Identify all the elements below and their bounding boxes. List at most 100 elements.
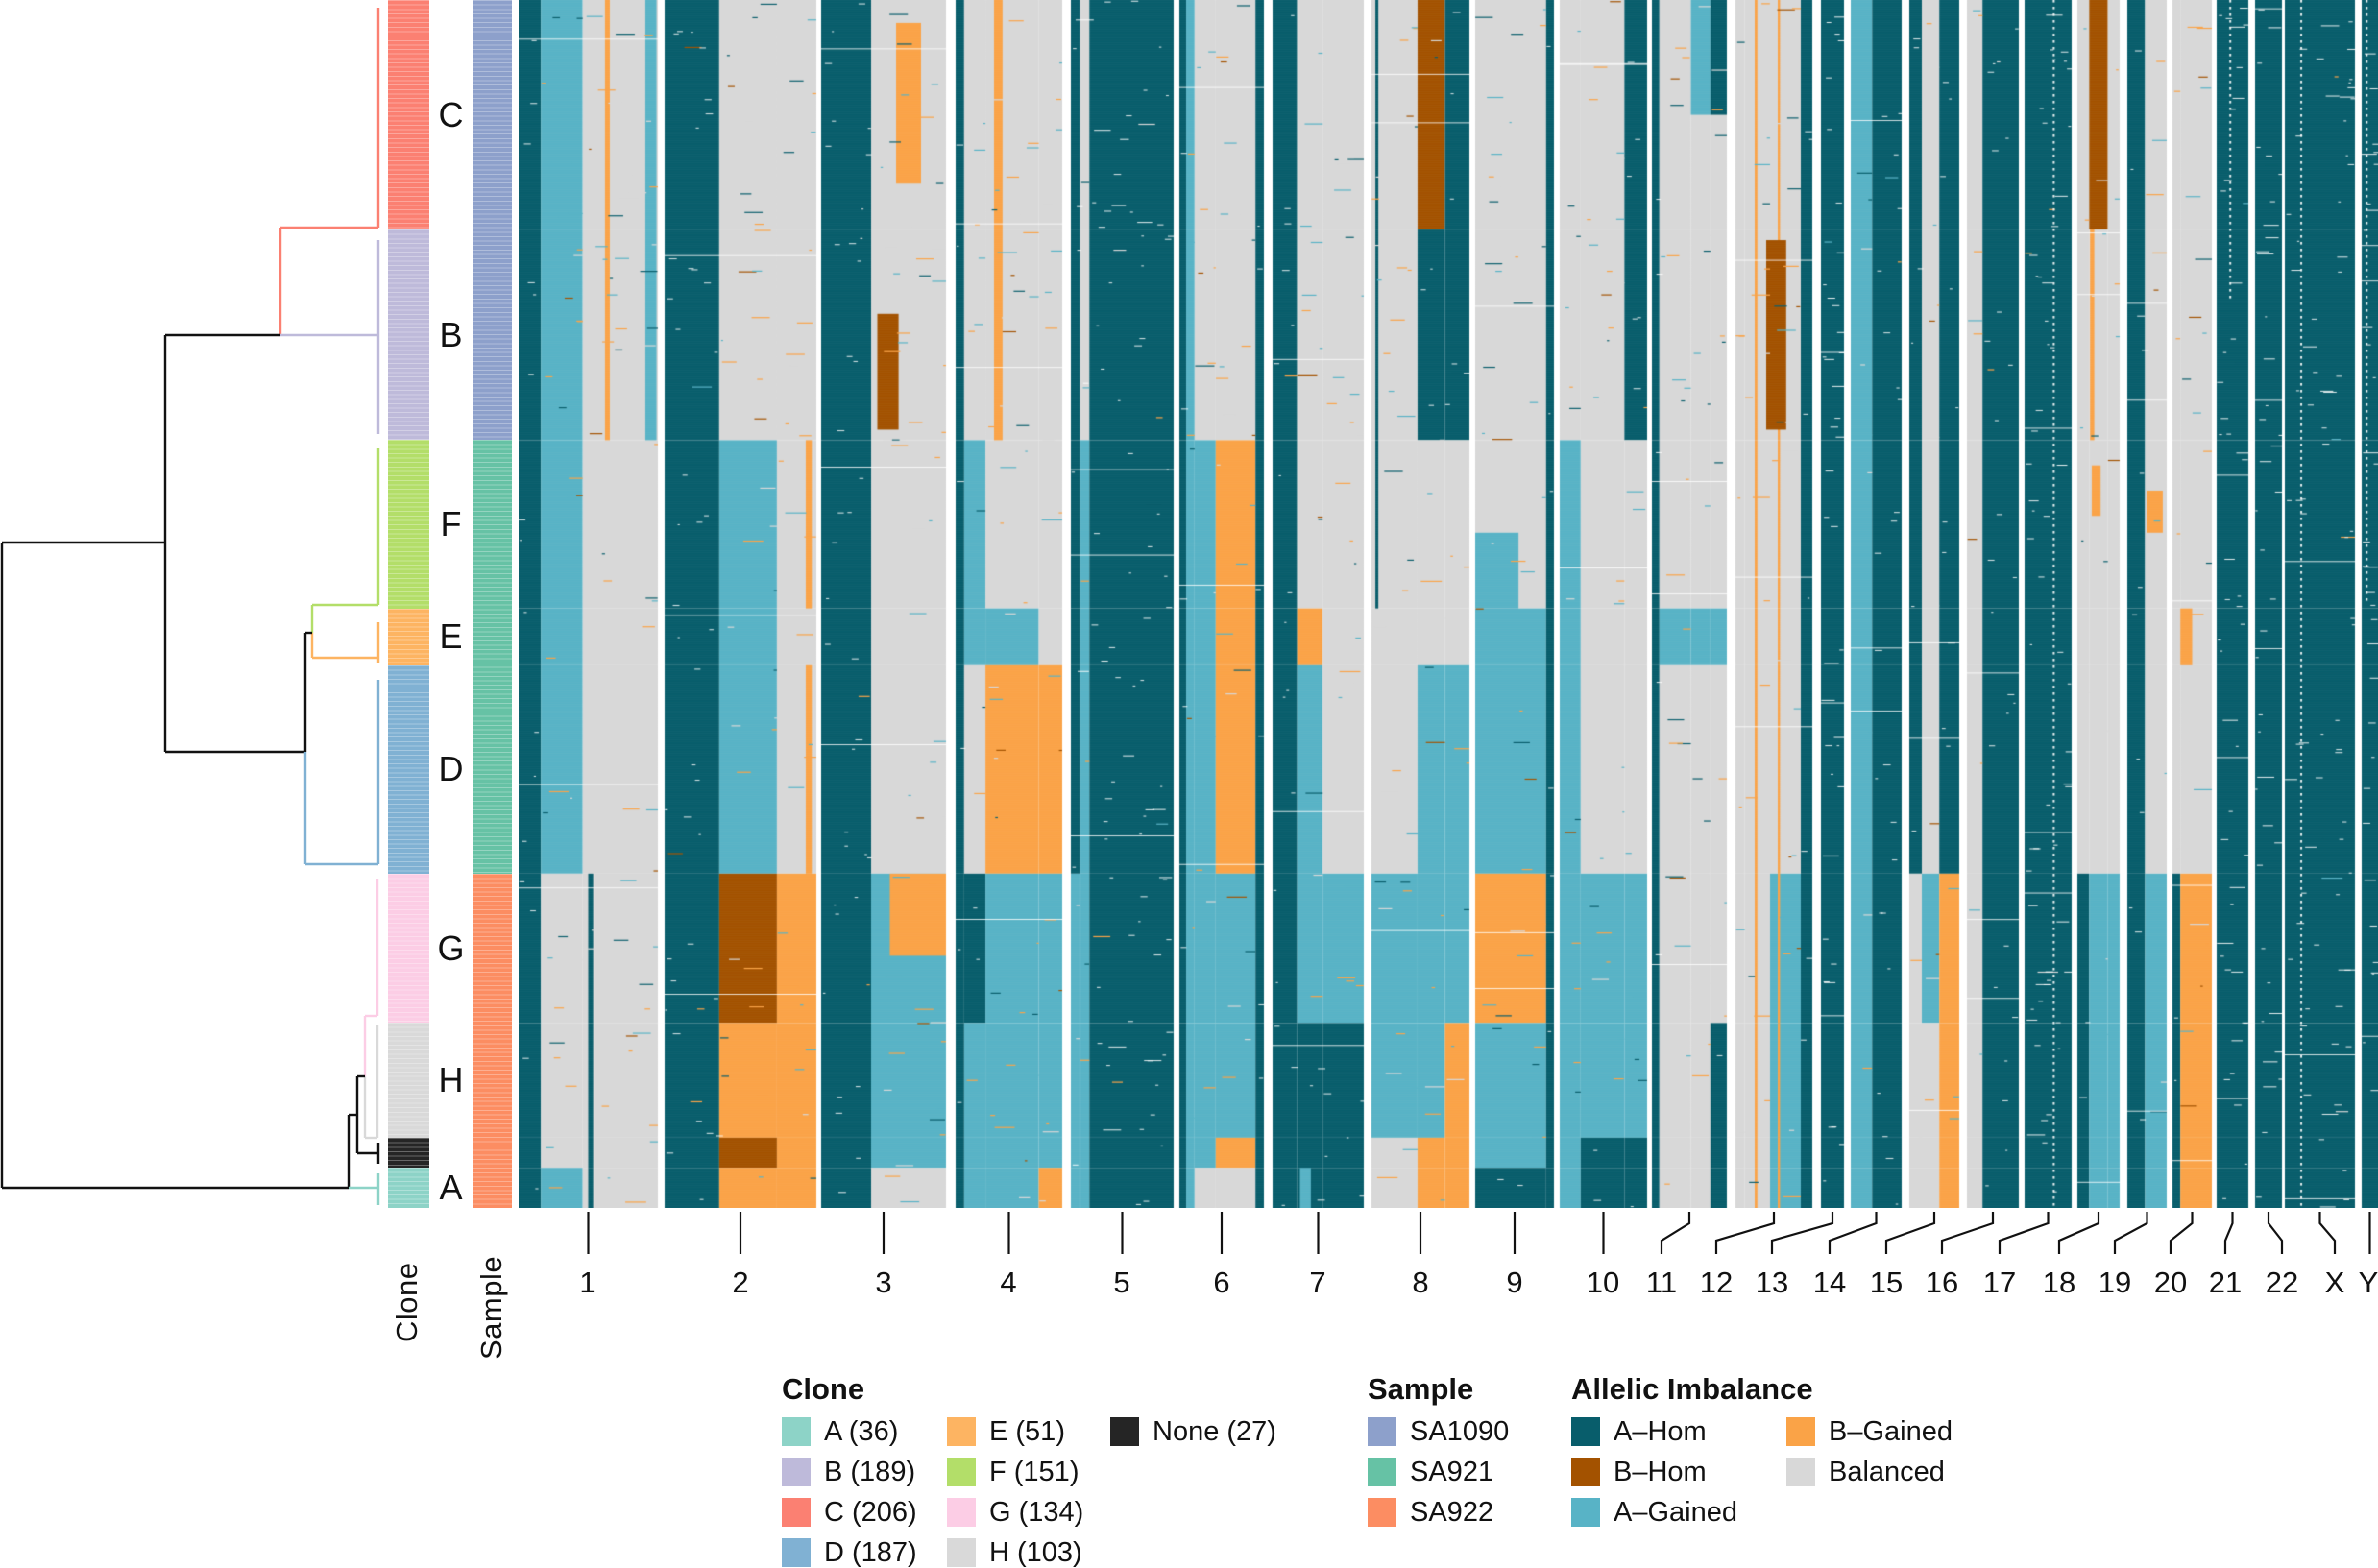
legend-allelic-imbalance-item: A–Gained: [1571, 1498, 1737, 1527]
sample-annotation-bar: [473, 0, 512, 1208]
legend-allelic-imbalance-label: Balanced: [1829, 1457, 1945, 1487]
chromosome-label-y: Y: [2358, 1266, 2378, 1299]
legend-clone-item: F (151): [947, 1458, 1083, 1486]
legend-clone-item: H (103): [947, 1538, 1083, 1567]
chromosome-label-17: 17: [1982, 1266, 2017, 1299]
chromosome-label-9: 9: [1506, 1266, 1523, 1299]
legend-clone-swatch: [782, 1538, 811, 1567]
clone-block-label-c: C: [438, 94, 464, 134]
chromosome-tick-20: [2169, 1212, 2194, 1254]
cell-separator-stripes: [388, 664, 429, 874]
sample-axis-label: Sample: [474, 1255, 508, 1360]
legend-sample-label: SA921: [1410, 1457, 1494, 1487]
legend-allelic-imbalance-column: A–Hom B–Hom A–Gained: [1571, 1417, 1737, 1538]
legend-clone-item: A (36): [782, 1417, 917, 1446]
clone-bar-block-g: [388, 873, 429, 1024]
chromosome-tick-x: [2318, 1212, 2337, 1254]
legend-clone-label: E (51): [989, 1416, 1065, 1447]
legend-allelic-imbalance-swatch: [1786, 1417, 1815, 1446]
clone-block-label-e: E: [439, 616, 463, 657]
sample-bar-block-sa921: [473, 440, 512, 874]
chromosome-tick-16: [1940, 1212, 1995, 1254]
chromosome-tick-21: [2223, 1212, 2234, 1254]
legend-allelic-imbalance-column: B–Gained Balanced: [1786, 1417, 1953, 1498]
cell-separator-stripes: [388, 0, 429, 230]
cell-separator-stripes: [473, 440, 512, 874]
legend-allelic-imbalance-item: A–Hom: [1571, 1417, 1737, 1446]
clone-block-label-a: A: [439, 1168, 463, 1208]
sample-bar-block-sa922: [473, 873, 512, 1208]
chromosome-label-18: 18: [2042, 1266, 2076, 1299]
legend-clone-column: None (27): [1110, 1417, 1276, 1458]
chromosome-label-20: 20: [2153, 1266, 2188, 1299]
clone-block-label-b: B: [439, 314, 463, 354]
legend-clone-item: B (189): [782, 1458, 917, 1486]
chromosome-tick-14: [1828, 1212, 1878, 1254]
chromosome-label-12: 12: [1699, 1266, 1734, 1299]
clone-block-label-d: D: [438, 749, 464, 789]
legend-clone-swatch: [1110, 1417, 1139, 1446]
legend-clone-label: G (134): [989, 1497, 1084, 1528]
legend-sample-title: Sample: [1368, 1372, 1474, 1406]
legend-sample-label: SA1090: [1410, 1416, 1510, 1447]
x-axis-ticks: [587, 1212, 2371, 1254]
chromosome-tick-12: [1714, 1212, 1776, 1254]
legend-clone-item: C (206): [782, 1498, 917, 1527]
chromosome-label-14: 14: [1812, 1266, 1847, 1299]
legend-allelic-imbalance-swatch: [1571, 1417, 1600, 1446]
chromosome-tick-22: [2267, 1212, 2284, 1254]
dendrogram: [0, 8, 380, 1205]
chromosome-label-3: 3: [875, 1266, 892, 1299]
legend-allelic-imbalance-label: A–Hom: [1614, 1416, 1707, 1447]
legend-allelic-imbalance-swatch: [1571, 1458, 1600, 1486]
legend-clone-swatch: [782, 1458, 811, 1486]
chromosome-label-13: 13: [1755, 1266, 1789, 1299]
clone-bar-block-e: [388, 608, 429, 665]
legend-clone-label: A (36): [824, 1416, 899, 1447]
legend-clone-label: B (189): [824, 1457, 916, 1487]
chromosome-label-8: 8: [1412, 1266, 1429, 1299]
legend-allelic-imbalance-label: B–Hom: [1614, 1457, 1707, 1487]
legend-clone-label: None (27): [1153, 1416, 1276, 1447]
legend-clone-column: A (36) B (189) C (206) D (187): [782, 1417, 917, 1568]
chromosome-tick-17: [1998, 1212, 2050, 1254]
clone-block-label-f: F: [440, 504, 462, 544]
legend-clone-item: E (51): [947, 1417, 1083, 1446]
chromosome-tick-18: [2057, 1212, 2100, 1254]
legend-allelic-imbalance-item: Balanced: [1786, 1458, 1953, 1486]
legend-sample-swatch: [1368, 1458, 1396, 1486]
legend-clone-swatch: [947, 1458, 976, 1486]
cell-separator-stripes: [388, 608, 429, 665]
clone-bar-block-d: [388, 664, 429, 874]
legend-sample-swatch: [1368, 1498, 1396, 1527]
chromosome-tick-11: [1660, 1212, 1691, 1254]
legend-sample-column: SA1090 SA921 SA922: [1368, 1417, 1509, 1538]
clone-bar-block-a: [388, 1168, 429, 1208]
chromosome-label-7: 7: [1309, 1266, 1326, 1299]
chromosome-label-11: 11: [1645, 1266, 1678, 1299]
legend-clone-item: None (27): [1110, 1417, 1276, 1446]
cell-separator-stripes: [388, 1137, 429, 1169]
legend-allelic-imbalance-title: Allelic Imbalance: [1571, 1372, 1813, 1406]
legend-clone-swatch: [782, 1417, 811, 1446]
clone-bar-block-f: [388, 440, 429, 609]
clone-block-label-h: H: [438, 1060, 464, 1100]
legend-sample-item: SA921: [1368, 1458, 1509, 1486]
legend-allelic-imbalance-swatch: [1571, 1498, 1600, 1527]
cell-separator-stripes: [388, 873, 429, 1024]
chromosome-label-5: 5: [1113, 1266, 1130, 1299]
legend-clone-column: E (51) F (151) G (134) H (103): [947, 1417, 1083, 1568]
chromosome-label-15: 15: [1869, 1266, 1904, 1299]
legend-clone-label: H (103): [989, 1537, 1082, 1568]
cell-separator-stripes: [473, 873, 512, 1208]
chromosome-tick-13: [1770, 1212, 1834, 1254]
chromosome-tick-15: [1884, 1212, 1936, 1254]
clone-bar-block-n: [388, 1137, 429, 1169]
clone-bar-block-c: [388, 0, 429, 230]
legend-clone-item: G (134): [947, 1498, 1083, 1527]
clone-annotation-bar: [388, 0, 429, 1208]
legend-sample-item: SA1090: [1368, 1417, 1509, 1446]
cell-separator-stripes: [388, 1023, 429, 1138]
sample-bar-block-sa1090: [473, 0, 512, 441]
legend-clone-swatch: [947, 1538, 976, 1567]
